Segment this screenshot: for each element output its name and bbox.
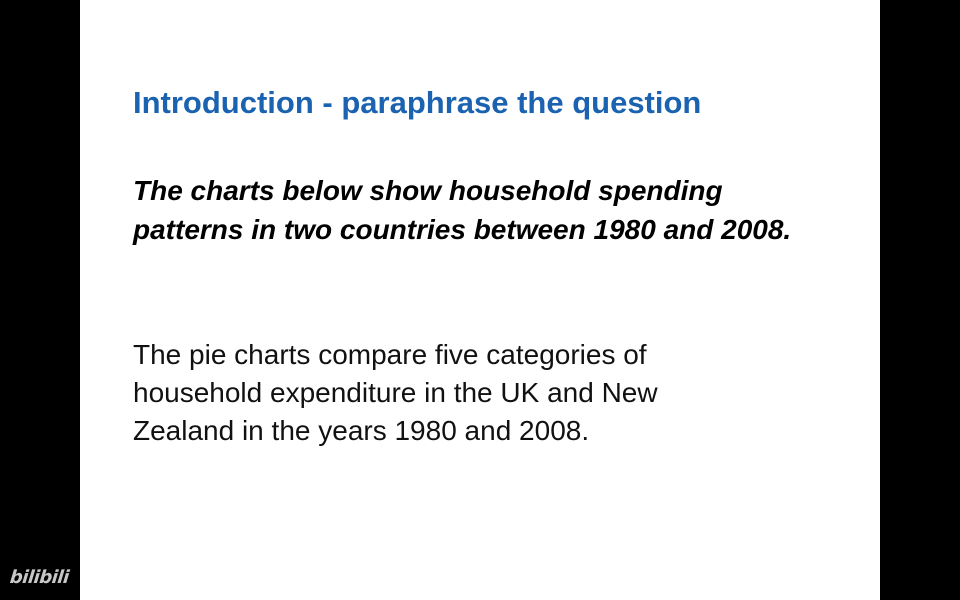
bilibili-logo: bilibili: [8, 567, 70, 588]
presentation-slide: Introduction - paraphrase the question T…: [80, 0, 880, 600]
paraphrase-text: The pie charts compare five categories o…: [133, 339, 658, 446]
slide-title: Introduction - paraphrase the question: [133, 85, 702, 120]
question-text: The charts below show household spending…: [133, 175, 792, 245]
